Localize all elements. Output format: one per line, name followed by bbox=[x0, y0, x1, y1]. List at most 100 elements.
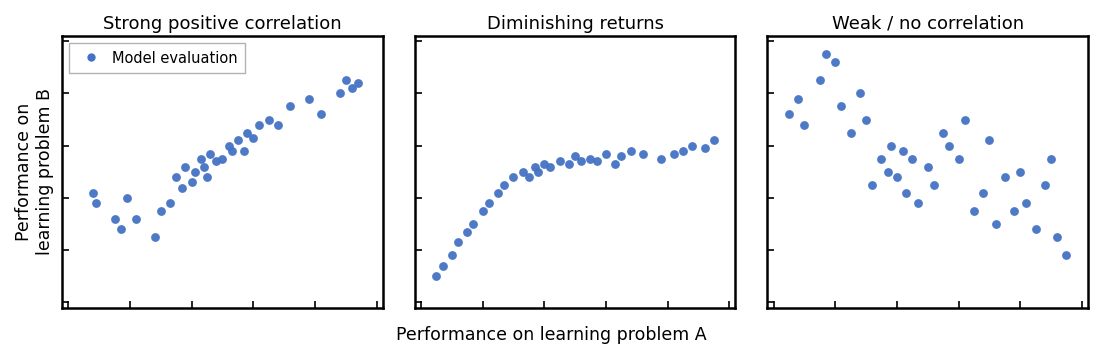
Point bbox=[910, 201, 928, 206]
Point bbox=[192, 156, 210, 162]
Point bbox=[826, 59, 844, 65]
Point bbox=[336, 78, 354, 83]
Point bbox=[106, 216, 124, 222]
Point bbox=[612, 153, 630, 159]
Point bbox=[1048, 234, 1065, 240]
Point bbox=[987, 221, 1005, 227]
Point bbox=[331, 91, 349, 96]
Point bbox=[127, 216, 144, 222]
Point bbox=[449, 240, 467, 245]
Point bbox=[118, 195, 136, 201]
Title: Diminishing returns: Diminishing returns bbox=[486, 15, 664, 33]
Point bbox=[1058, 253, 1075, 258]
Point bbox=[696, 145, 714, 151]
Point bbox=[950, 156, 967, 162]
Point bbox=[480, 201, 497, 206]
Point bbox=[229, 138, 247, 143]
Point bbox=[173, 185, 191, 190]
Point bbox=[665, 151, 683, 156]
Point bbox=[780, 112, 797, 117]
Point bbox=[464, 221, 482, 227]
Point bbox=[941, 143, 959, 149]
Point bbox=[152, 208, 170, 214]
Legend: Model evaluation: Model evaluation bbox=[69, 43, 245, 73]
Point bbox=[607, 161, 624, 167]
Point bbox=[312, 112, 330, 117]
Title: Weak / no correlation: Weak / no correlation bbox=[832, 15, 1024, 33]
Point bbox=[520, 174, 537, 180]
Point bbox=[111, 227, 129, 232]
Point bbox=[790, 96, 807, 101]
Point bbox=[176, 164, 194, 169]
Point bbox=[526, 164, 544, 169]
Point bbox=[260, 117, 278, 122]
Point bbox=[433, 263, 451, 269]
Point bbox=[87, 201, 105, 206]
Point bbox=[634, 151, 652, 156]
Point bbox=[550, 159, 568, 164]
Point bbox=[474, 208, 492, 214]
Point bbox=[168, 174, 185, 180]
Point bbox=[504, 174, 522, 180]
Point bbox=[674, 148, 692, 154]
Point bbox=[235, 148, 253, 154]
Point bbox=[864, 182, 881, 188]
Point bbox=[542, 164, 559, 169]
Point bbox=[898, 190, 915, 195]
Text: Performance on learning problem A: Performance on learning problem A bbox=[396, 325, 707, 344]
Point bbox=[833, 104, 850, 109]
Y-axis label: Performance on
learning problem B: Performance on learning problem B bbox=[15, 88, 54, 255]
Point bbox=[560, 161, 578, 167]
Point bbox=[956, 117, 974, 122]
Point bbox=[581, 156, 599, 162]
Point bbox=[201, 151, 218, 156]
Point bbox=[934, 130, 952, 135]
Point bbox=[965, 208, 983, 214]
Point bbox=[1005, 208, 1022, 214]
Title: Strong positive correlation: Strong positive correlation bbox=[103, 15, 342, 33]
Point bbox=[811, 78, 828, 83]
Point bbox=[597, 151, 614, 156]
Point bbox=[214, 156, 232, 162]
Point bbox=[895, 148, 912, 154]
Point bbox=[817, 51, 835, 57]
Point bbox=[199, 174, 216, 180]
Point bbox=[1018, 201, 1036, 206]
Point bbox=[919, 164, 936, 169]
Point bbox=[495, 182, 513, 188]
Point bbox=[459, 229, 476, 235]
Point bbox=[1027, 227, 1045, 232]
Point bbox=[245, 135, 263, 141]
Point bbox=[514, 169, 532, 175]
Point bbox=[1036, 182, 1053, 188]
Point bbox=[882, 143, 900, 149]
Point bbox=[443, 253, 461, 258]
Point bbox=[1042, 156, 1060, 162]
Point bbox=[566, 153, 583, 159]
Point bbox=[572, 159, 590, 164]
Point bbox=[974, 190, 992, 195]
Point bbox=[250, 122, 268, 128]
Point bbox=[996, 174, 1014, 180]
Point bbox=[281, 104, 299, 109]
Point bbox=[219, 143, 237, 149]
Point bbox=[925, 182, 943, 188]
Point bbox=[903, 156, 921, 162]
Point bbox=[223, 148, 240, 154]
Point bbox=[888, 174, 906, 180]
Point bbox=[300, 96, 318, 101]
Point bbox=[684, 143, 702, 149]
Point bbox=[207, 159, 225, 164]
Point bbox=[622, 148, 640, 154]
Point bbox=[350, 80, 367, 86]
Point bbox=[705, 138, 722, 143]
Point bbox=[428, 273, 446, 279]
Point bbox=[195, 164, 213, 169]
Point bbox=[842, 130, 859, 135]
Point bbox=[343, 85, 361, 91]
Point bbox=[529, 169, 547, 175]
Point bbox=[186, 169, 204, 175]
Point bbox=[146, 234, 163, 240]
Point bbox=[857, 117, 875, 122]
Point bbox=[588, 159, 606, 164]
